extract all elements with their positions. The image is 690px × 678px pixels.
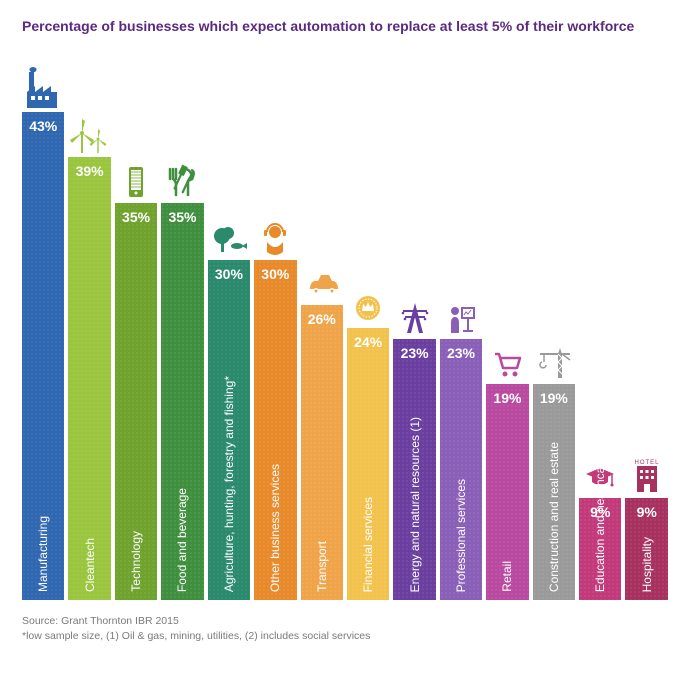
bar: 23% Energy and natural resources (1) [393, 339, 435, 600]
bar-value: 30% [215, 266, 243, 282]
bar: 19% Retail [486, 384, 528, 600]
bar: 30% Other business services [254, 260, 296, 600]
bar: 9% Hospitality [625, 498, 667, 600]
bar-column: 43% Manufacturing [22, 60, 64, 600]
presenter-icon [441, 287, 481, 337]
bar-label: Energy and natural resources (1) [408, 417, 422, 592]
bar-value: 26% [308, 311, 336, 327]
bar: 35% Food and beverage [161, 203, 203, 600]
bar-label: Professional services [454, 479, 468, 592]
bar-label: Transport [315, 541, 329, 592]
bar-column: 23% Energy and natural resources (1) [393, 287, 435, 600]
bar-column: 30% Other business services [254, 208, 296, 600]
bar-column: 39% Cleantech [68, 105, 110, 600]
bar-label: Financial services [361, 497, 375, 592]
bar-column: 23% Professional services [440, 287, 482, 600]
bar-value: 23% [447, 345, 475, 361]
bar: 19% Construction and real estate [533, 384, 575, 600]
bar-column: 26% Transport [301, 253, 343, 600]
bar-value: 35% [122, 209, 150, 225]
chart-footer: Source: Grant Thornton IBR 2015 *low sam… [22, 614, 668, 643]
pylon-icon [395, 287, 435, 337]
bar-chart: 43% Manufacturing 39% Cleantech [22, 60, 668, 600]
bar-label: Food and beverage [175, 488, 189, 592]
tree-fish-icon [209, 208, 249, 258]
bar-value: 9% [637, 504, 657, 520]
bar-value: 30% [261, 266, 289, 282]
bar-value: 39% [76, 163, 104, 179]
bar: 35% Technology [115, 203, 157, 600]
bar-column: 19% Retail [486, 332, 528, 600]
bar: 39% Cleantech [68, 157, 110, 600]
bar-label: Hospitality [640, 537, 654, 592]
crown-coin-icon [348, 276, 388, 326]
bar-column: 35% Technology [115, 151, 157, 600]
bar-value: 24% [354, 334, 382, 350]
bar: 9%Education and healthcare (2) [579, 498, 621, 600]
bar-label: Retail [500, 561, 514, 592]
bar-value: 19% [540, 390, 568, 406]
bar: 26% Transport [301, 305, 343, 600]
fork-knife-icon [162, 151, 202, 201]
footer-note: *low sample size, (1) Oil & gas, mining,… [22, 629, 668, 644]
factory-icon [23, 60, 63, 110]
bar-column: 19% Construction and real estate [533, 332, 575, 600]
phone-icon [116, 151, 156, 201]
bar-label: Cleantech [83, 538, 97, 592]
bar-value: 19% [493, 390, 521, 406]
car-icon [302, 253, 342, 303]
headset-icon [255, 208, 295, 258]
crane-icon [534, 332, 574, 382]
chart-title: Percentage of businesses which expect au… [22, 18, 668, 34]
windturbine-icon [70, 105, 110, 155]
bar: 24% Financial services [347, 328, 389, 600]
svg-text:HOTEL: HOTEL [634, 460, 659, 466]
bar-column: 24% Financial services [347, 276, 389, 600]
bar-value: 23% [401, 345, 429, 361]
footer-source: Source: Grant Thornton IBR 2015 [22, 614, 668, 629]
bar-column: 30% Agriculture, hunting, forestry and fi… [208, 208, 250, 600]
bar-column: 35% Food and beverage [161, 151, 203, 600]
bar-column: 9%Education and healthcare (2) [579, 446, 621, 600]
bar-label: Other business services [268, 464, 282, 592]
cart-icon [487, 332, 527, 382]
bar-label: Construction and real estate [547, 442, 561, 592]
bar-label: Agriculture, hunting, forestry and fishi… [222, 376, 236, 592]
bar: 30% Agriculture, hunting, forestry and fi… [208, 260, 250, 600]
bar-column: HOTEL 9% Hospitality [625, 446, 667, 600]
bar: 43% Manufacturing [22, 112, 64, 600]
bar: 23% Professional services [440, 339, 482, 600]
bar-label: Manufacturing [36, 516, 50, 592]
bar-label: Technology [129, 531, 143, 592]
bar-label: Education and healthcare (2) [593, 438, 607, 592]
bar-value: 43% [29, 118, 57, 134]
hotel-icon: HOTEL [627, 446, 667, 496]
bar-value: 35% [168, 209, 196, 225]
